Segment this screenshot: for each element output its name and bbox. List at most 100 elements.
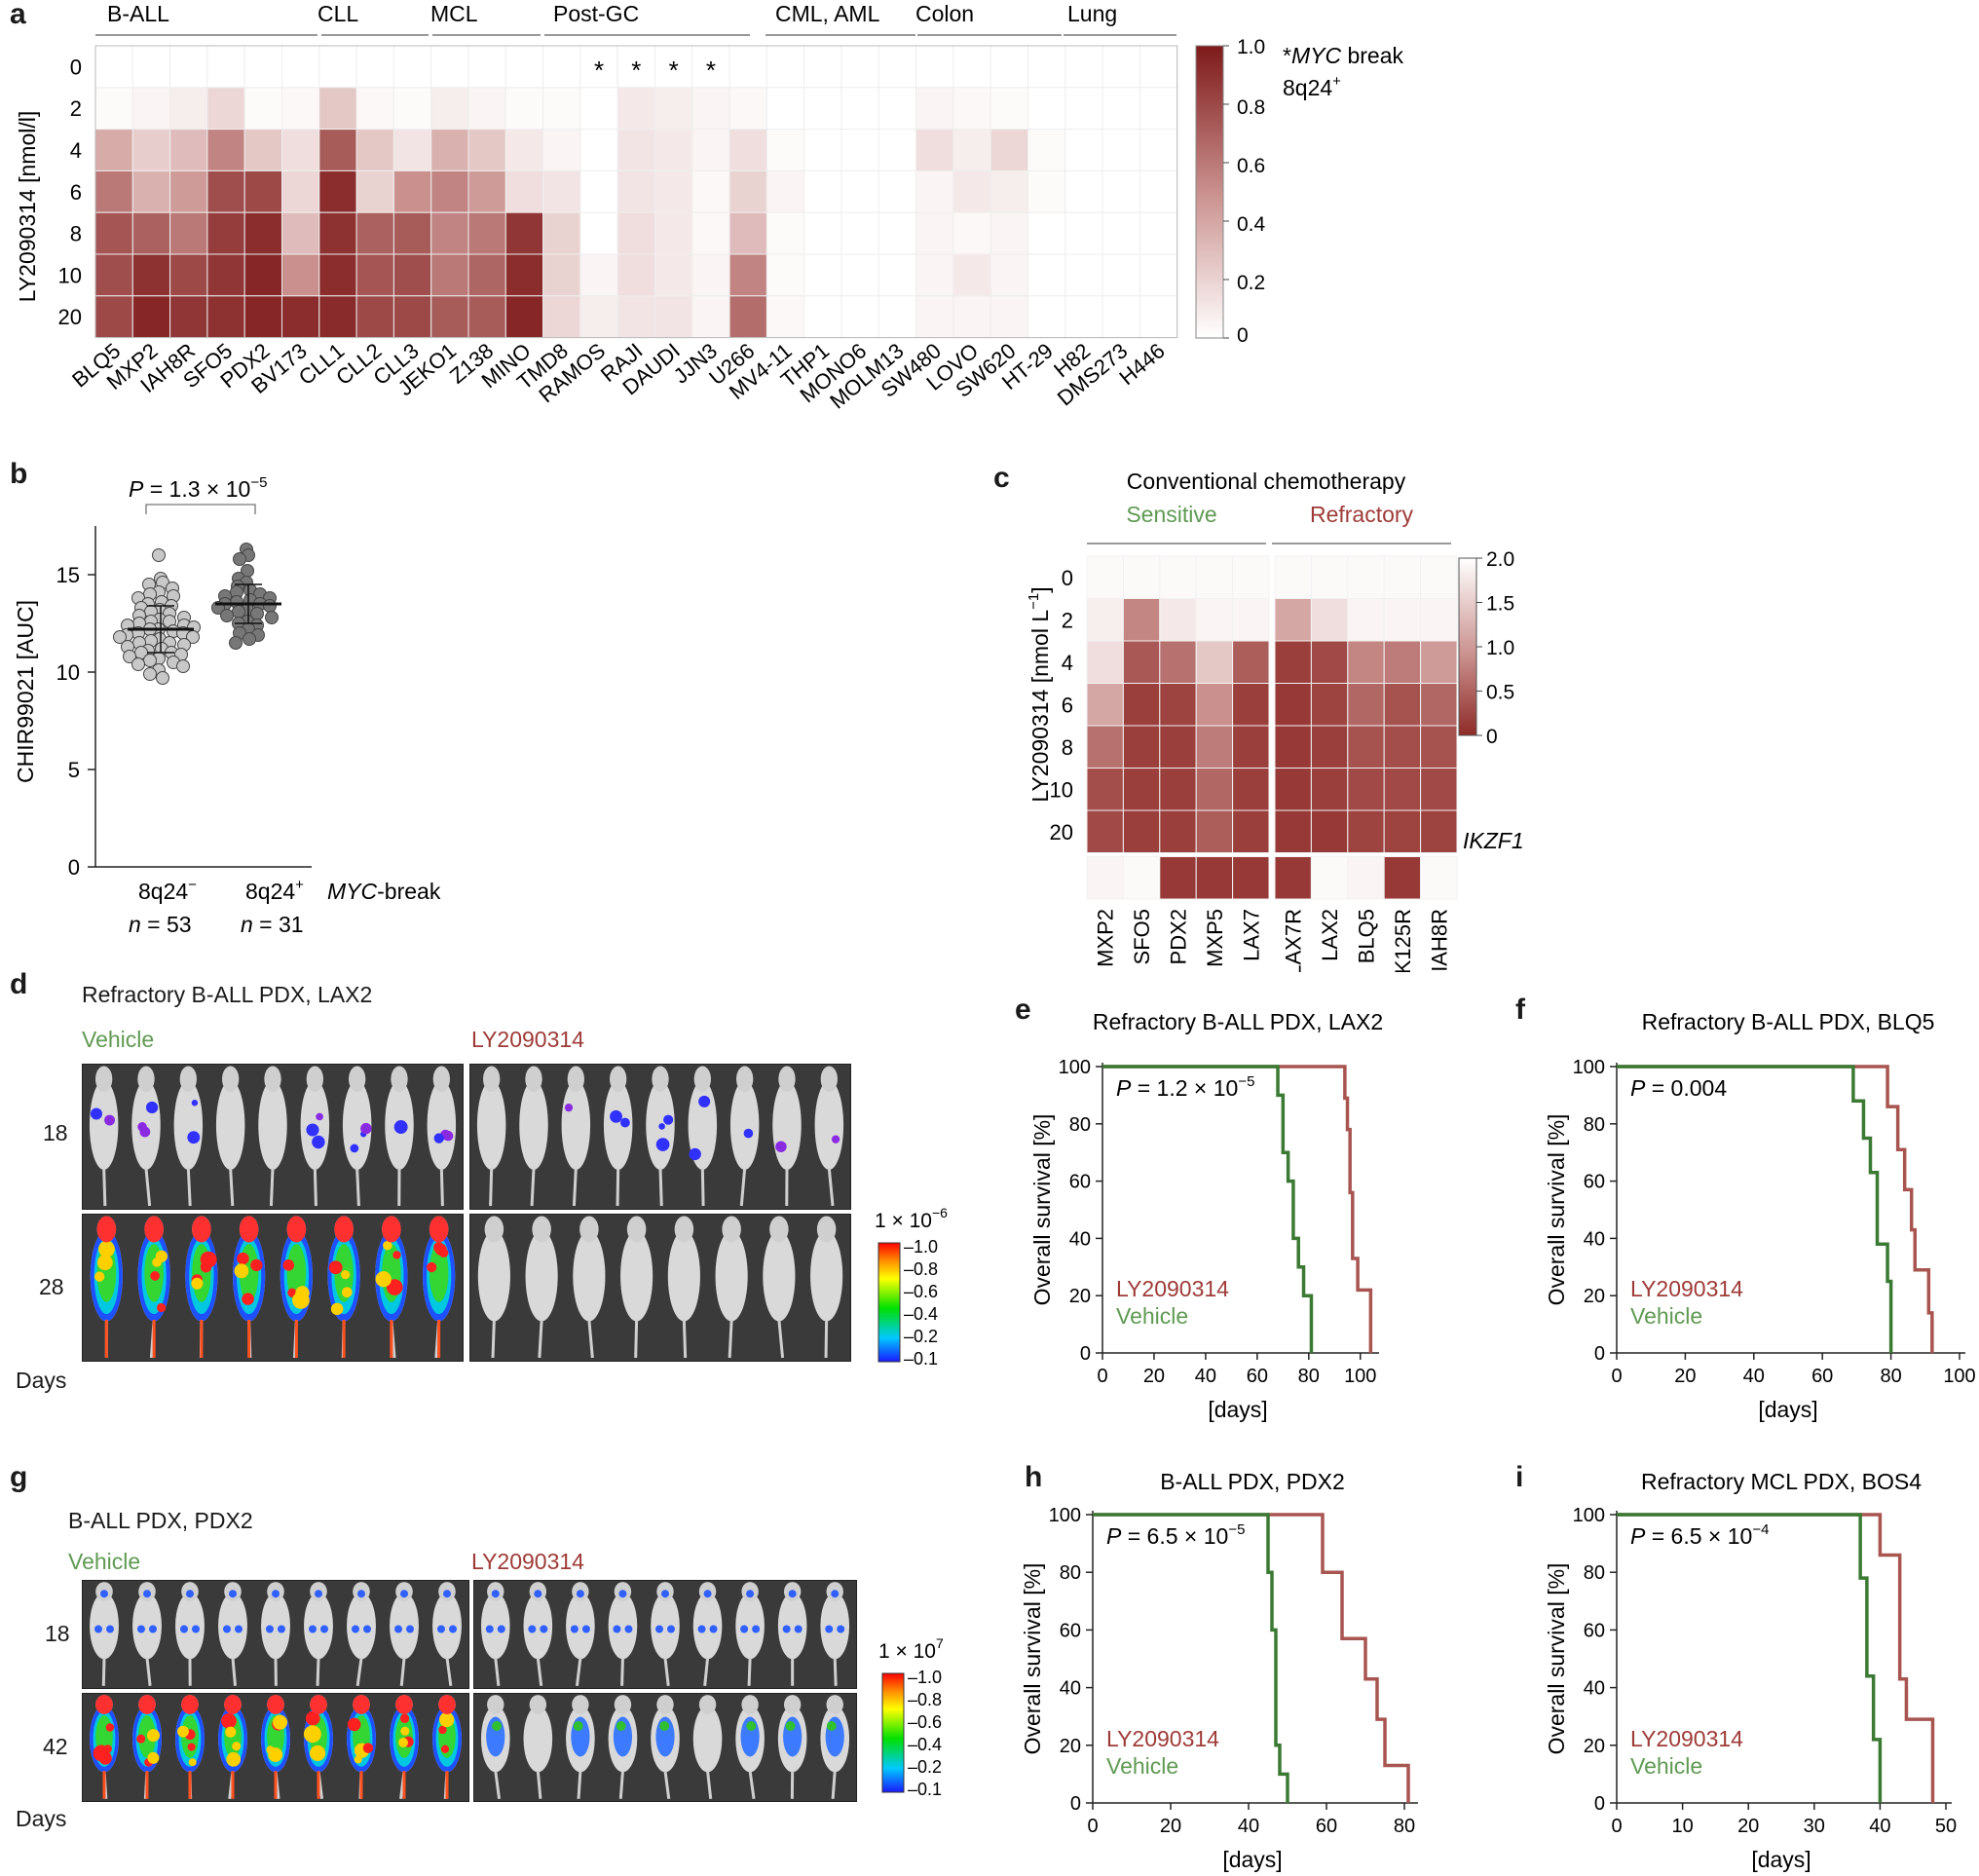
panel-a-cell [691,211,730,255]
survival-y-tick: 40 [1069,1228,1091,1250]
mouse-icon [608,1695,638,1799]
panel-a-cell [915,295,954,339]
mouse-icon [566,1695,595,1799]
panel-a-cell [1102,253,1140,297]
panel-a-cell [915,253,954,297]
panel-c-cell [1274,809,1312,853]
panel-a-legend-line2: 8q24+ [1283,73,1341,100]
panel-a-cell [765,45,805,89]
panel-a-myc-star: * [594,56,604,85]
panel-b-y-tick: 10 [56,660,80,685]
panel-c-refractory-label: Refractory [1310,502,1414,527]
mouse-icon [692,1695,723,1799]
panel-g-vehicle-day18-image [82,1580,469,1689]
panel-b-n2: n = 31 [241,912,304,935]
mouse-icon [215,1066,245,1207]
panel-c-y-tick: 8 [1062,735,1073,760]
panel-c-letter: c [993,462,1010,494]
panel-c-cell [1383,768,1422,811]
panel-a-y-tick: 10 [58,263,82,287]
panel-c-cell [1159,640,1197,684]
panel-c-cell [1274,856,1312,900]
panel-a-cell [579,295,618,339]
survival-y-tick: 80 [1069,1114,1091,1136]
panel-a-cell [392,87,432,131]
panel-a-cell [542,45,581,89]
survival-x-tick: 0 [1611,1366,1622,1387]
mouse-icon [90,1216,123,1359]
panel-a-cell [169,87,208,131]
panel-b-point [123,650,136,663]
panel-a-cell [990,169,1029,213]
panel-c-cell [1232,683,1270,727]
panel-a-cell [616,211,656,255]
panel-a-colorbar-tick: 0.6 [1237,155,1265,177]
panel-a-cell [952,295,991,339]
survival-x-tick: 20 [1674,1366,1696,1387]
mouse-icon [347,1582,376,1686]
survival-x-tick: 20 [1143,1366,1165,1387]
mouse-icon [519,1066,548,1207]
panel-a-cell [467,169,506,213]
mouse-icon [342,1066,372,1207]
panel-a-cell [840,129,879,171]
panel-c-cell [1274,555,1312,599]
panel-a-cell [616,87,656,131]
bioluminescence-scale-tick: –0.8 [908,1690,942,1709]
mouse-icon [566,1582,595,1686]
panel-a-cell [281,129,320,171]
panel-a-cell [243,45,282,89]
panel-a-cell [840,253,879,297]
survival-y-tick: 100 [1059,1057,1091,1078]
mouse-icon [131,1066,161,1207]
panel-a-cell [728,87,767,131]
panel-a-y-tick: 8 [70,222,82,246]
panel-a-myc-star: * [631,56,641,85]
panel-a-cell [504,253,544,297]
panel-g-treatment-day42-image [473,1693,857,1802]
mouse-icon [327,1216,360,1359]
panel-a-cell [131,129,171,171]
panel-a-cell [1102,169,1140,213]
bioluminescence-scale-tick: –0.8 [904,1259,938,1279]
panel-a-cell [579,129,618,171]
survival-y-tick: 60 [1584,1620,1605,1641]
panel-a-cell [765,169,805,213]
mouse-icon [692,1582,723,1686]
panel-c-cell [1086,809,1124,853]
panel-c-cell [1159,768,1197,811]
panel-c-cell [1122,809,1161,853]
panel-g-letter: g [10,1461,28,1493]
mouse-icon [90,1582,119,1686]
panel-a-cell [877,295,917,339]
panel-a-cell [131,253,171,297]
panel-c-heatmap-figure: Conventional chemotherapy Sensitive Refr… [1026,469,1524,972]
survival-title: Refractory MCL PDX, BOS4 [1641,1469,1922,1494]
panel-a-cell [392,45,432,89]
mouse-icon [218,1582,247,1686]
panel-c-cell [1159,555,1197,599]
panel-a-cell [952,211,991,255]
bioluminescence-scale-tick: –0.6 [908,1712,942,1732]
panel-a-cell [1139,87,1178,131]
panel-a-cell [281,211,320,255]
panel-a-cell [392,169,432,213]
survival-y-tick: 80 [1584,1562,1605,1584]
panel-c-cell [1122,683,1161,727]
survival-y-tick: 40 [1584,1678,1605,1700]
panel-a-cell [1102,129,1140,171]
panel-a-colorbar-tick: 0 [1237,324,1249,347]
panel-g-row1-label: 18 [45,1621,70,1646]
panel-a-cell [169,211,208,255]
panel-a-cell [765,295,805,339]
survival-x-tick: 40 [1869,1816,1890,1837]
panel-c-cell [1122,725,1161,769]
panel-a-cell [169,253,208,297]
bioluminescence-scale-tick: –0.2 [904,1327,938,1346]
survival-y-axis-title: Overall survival [%] [1544,1114,1569,1306]
panel-c-cell [1086,856,1124,900]
panel-b-point [143,667,157,681]
panel-a-cell [1139,169,1178,213]
panel-a-cell [765,129,805,171]
survival-x-tick: 20 [1737,1816,1759,1837]
